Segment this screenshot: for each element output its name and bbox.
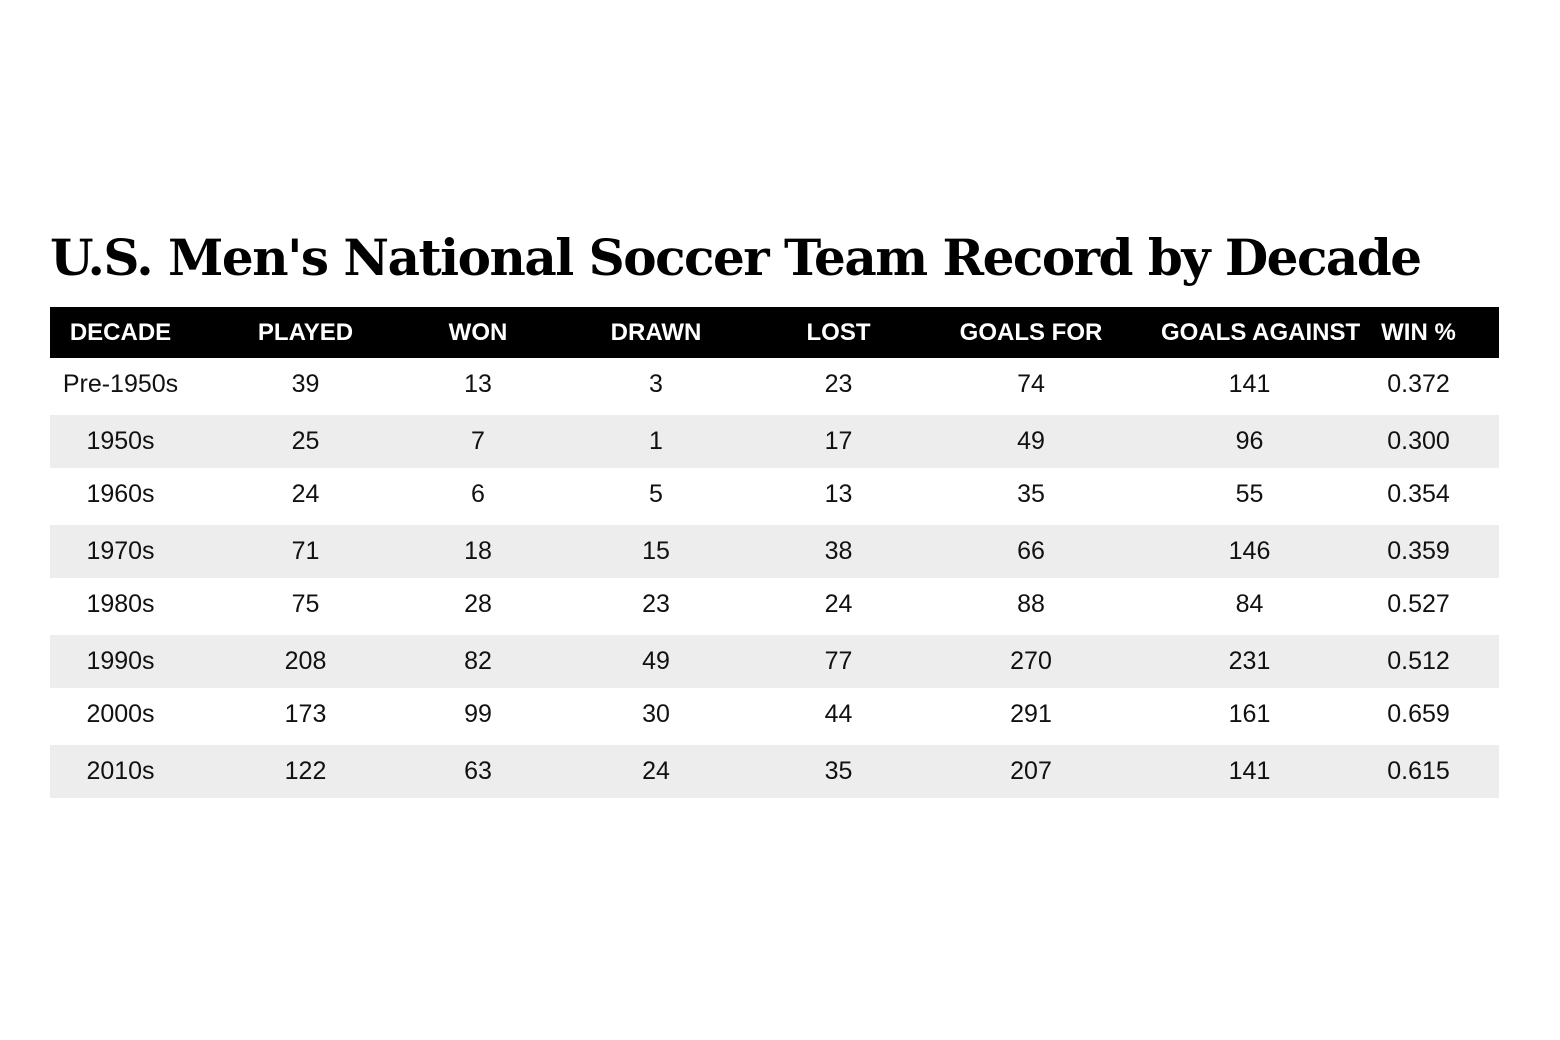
cell-win-pct: 0.300 — [1338, 411, 1499, 468]
cell-win-pct: 0.372 — [1387, 370, 1450, 398]
column-header-goals-against: GOALS AGAINST — [1161, 318, 1361, 346]
table-row: Pre-1950s 39 13 3 23 74 141 0.372 — [50, 358, 1499, 413]
cell-won: 18 — [420, 521, 536, 578]
column-header-lost: LOST — [806, 318, 871, 346]
cell-drawn: 1 — [536, 411, 776, 468]
column-header-won: WON — [448, 318, 508, 346]
table-row: 2000s 173 99 30 44 291 161 0.659 — [50, 688, 1499, 743]
cell-won: 28 — [464, 590, 492, 618]
cell-won: 99 — [464, 700, 492, 728]
cell-lost: 23 — [824, 370, 853, 398]
column-header-decade: DECADE — [69, 318, 172, 346]
cell-decade: Pre-1950s — [62, 370, 179, 398]
cell-played: 39 — [291, 370, 320, 398]
cell-goals-for: 207 — [901, 741, 1161, 798]
table-row: 1960s 24 6 5 13 35 55 0.354 — [50, 468, 1499, 523]
cell-goals-against: 141 — [1161, 741, 1338, 798]
cell-win-pct: 0.354 — [1387, 480, 1450, 508]
cell-goals-against: 231 — [1161, 631, 1338, 688]
cell-win-pct: 0.512 — [1338, 631, 1499, 688]
cell-drawn: 30 — [642, 700, 670, 728]
cell-played: 122 — [191, 741, 420, 798]
cell-lost: 35 — [776, 741, 901, 798]
cell-won: 6 — [471, 480, 485, 508]
cell-played: 24 — [291, 480, 320, 508]
cell-decade: 1990s — [50, 631, 191, 688]
cell-goals-for: 270 — [901, 631, 1161, 688]
cell-decade: 1960s — [86, 480, 155, 508]
table-row: 1970s 71 18 15 38 66 146 0.359 — [50, 521, 1499, 578]
table-row: 1950s 25 7 1 17 49 96 0.300 — [50, 411, 1499, 468]
cell-lost: 38 — [776, 521, 901, 578]
record-table: DECADE PLAYED WON DRAWN LOST GOALS FOR G… — [50, 307, 1499, 798]
cell-played: 75 — [291, 590, 320, 618]
cell-goals-for: 88 — [1017, 590, 1045, 618]
table-row: 1980s 75 28 23 24 88 84 0.527 — [50, 578, 1499, 633]
table-body: Pre-1950s 39 13 3 23 74 141 0.372 1950s 25 7 1 17 49 9… — [50, 358, 1499, 798]
column-header-played: PLAYED — [257, 318, 354, 346]
cell-win-pct: 0.659 — [1387, 700, 1450, 728]
cell-goals-for: 66 — [901, 521, 1161, 578]
cell-drawn: 15 — [536, 521, 776, 578]
cell-drawn: 49 — [536, 631, 776, 688]
cell-played: 173 — [284, 700, 327, 728]
cell-played: 25 — [191, 411, 420, 468]
cell-drawn: 3 — [649, 370, 663, 398]
cell-won: 7 — [420, 411, 536, 468]
cell-goals-against: 141 — [1228, 370, 1271, 398]
column-header-drawn: DRAWN — [610, 318, 702, 346]
cell-win-pct: 0.359 — [1338, 521, 1499, 578]
cell-goals-for: 35 — [1017, 480, 1045, 508]
cell-goals-against: 55 — [1235, 480, 1264, 508]
cell-lost: 24 — [824, 590, 853, 618]
cell-won: 82 — [420, 631, 536, 688]
cell-goals-for: 74 — [1017, 370, 1045, 398]
cell-lost: 77 — [776, 631, 901, 688]
cell-decade: 1950s — [50, 411, 191, 468]
table-row: 1990s 208 82 49 77 270 231 0.512 — [50, 631, 1499, 688]
cell-played: 208 — [191, 631, 420, 688]
cell-win-pct: 0.527 — [1387, 590, 1450, 618]
cell-goals-against: 161 — [1228, 700, 1271, 728]
cell-drawn: 5 — [649, 480, 663, 508]
cell-played: 71 — [191, 521, 420, 578]
cell-goals-for: 291 — [1010, 700, 1052, 728]
cell-drawn: 23 — [642, 590, 670, 618]
cell-decade: 2010s — [50, 741, 191, 798]
cell-goals-against: 146 — [1161, 521, 1338, 578]
chart-title: U.S. Men's National Soccer Team Record b… — [50, 228, 1422, 287]
cell-lost: 13 — [824, 480, 853, 508]
cell-drawn: 24 — [536, 741, 776, 798]
cell-goals-against: 96 — [1161, 411, 1338, 468]
cell-win-pct: 0.615 — [1338, 741, 1499, 798]
cell-won: 63 — [420, 741, 536, 798]
cell-goals-for: 49 — [901, 411, 1161, 468]
column-header-goals-for: GOALS FOR — [959, 318, 1103, 346]
cell-won: 13 — [464, 370, 492, 398]
cell-lost: 17 — [776, 411, 901, 468]
cell-decade: 1970s — [50, 521, 191, 578]
cell-lost: 44 — [824, 700, 853, 728]
cell-goals-against: 84 — [1235, 590, 1264, 618]
table-row: 2010s 122 63 24 35 207 141 0.615 — [50, 741, 1499, 798]
cell-decade: 2000s — [86, 700, 155, 728]
header-row: DECADE PLAYED WON DRAWN LOST GOALS FOR G… — [50, 307, 1499, 358]
cell-decade: 1980s — [86, 590, 155, 618]
column-header-win-pct: WIN % — [1381, 318, 1456, 346]
